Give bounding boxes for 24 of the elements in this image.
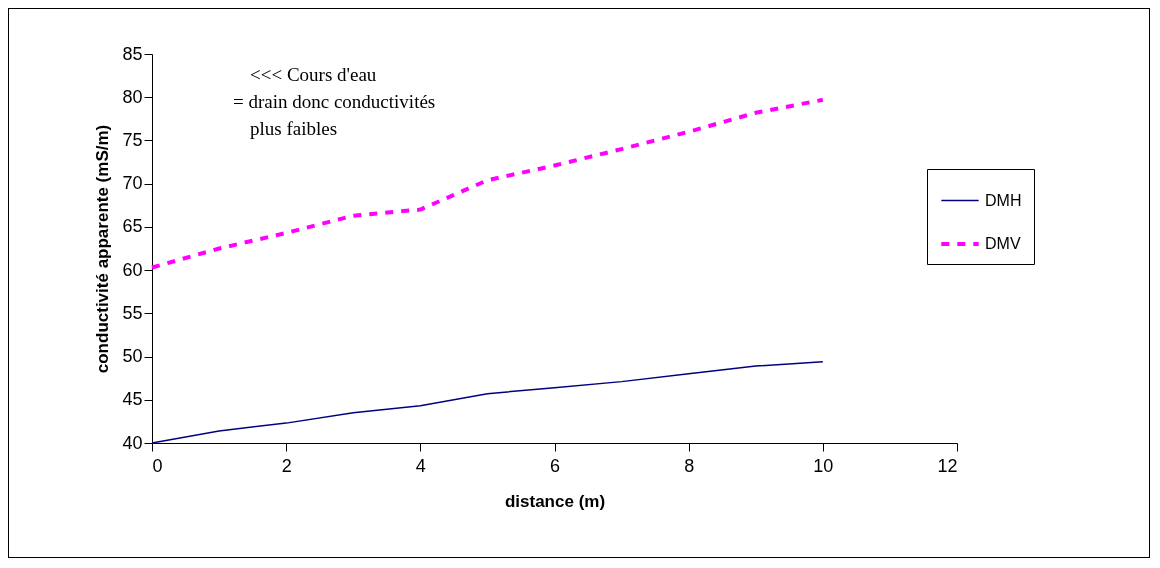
x-axis-title: distance (m) [504,491,606,511]
x-tick-label: 12 [937,455,958,476]
line-series [150,97,825,270]
x-tick-label: 2 [281,455,292,476]
x-tick-label: 0 [152,455,163,476]
y-tick-label: 40 [122,432,143,453]
y-tick-label: 55 [122,302,143,323]
line-series [151,360,824,444]
y-tick-label: 70 [122,173,143,194]
legend-label: DMH [985,191,1022,209]
y-tick-label: 80 [122,86,143,107]
y-tick-label: 50 [122,346,143,367]
y-tick-label: 65 [122,216,143,237]
x-tick-label: 6 [549,455,561,476]
y-tick-label: 60 [122,259,143,280]
y-tick-label: 45 [122,389,143,410]
y-tick-label: 85 [122,43,143,64]
y-axis-title: conductivité apparente (mS/m) [93,124,113,374]
x-tick-label: 10 [813,455,834,476]
x-tick-label: 8 [684,455,695,476]
annotation: <<< Cours d'eau = drain donc conductivités plus faibles [233,64,436,139]
legend-label: DMV [985,235,1021,252]
y-tick-label: 75 [122,129,143,150]
x-tick-label: 4 [415,455,426,476]
